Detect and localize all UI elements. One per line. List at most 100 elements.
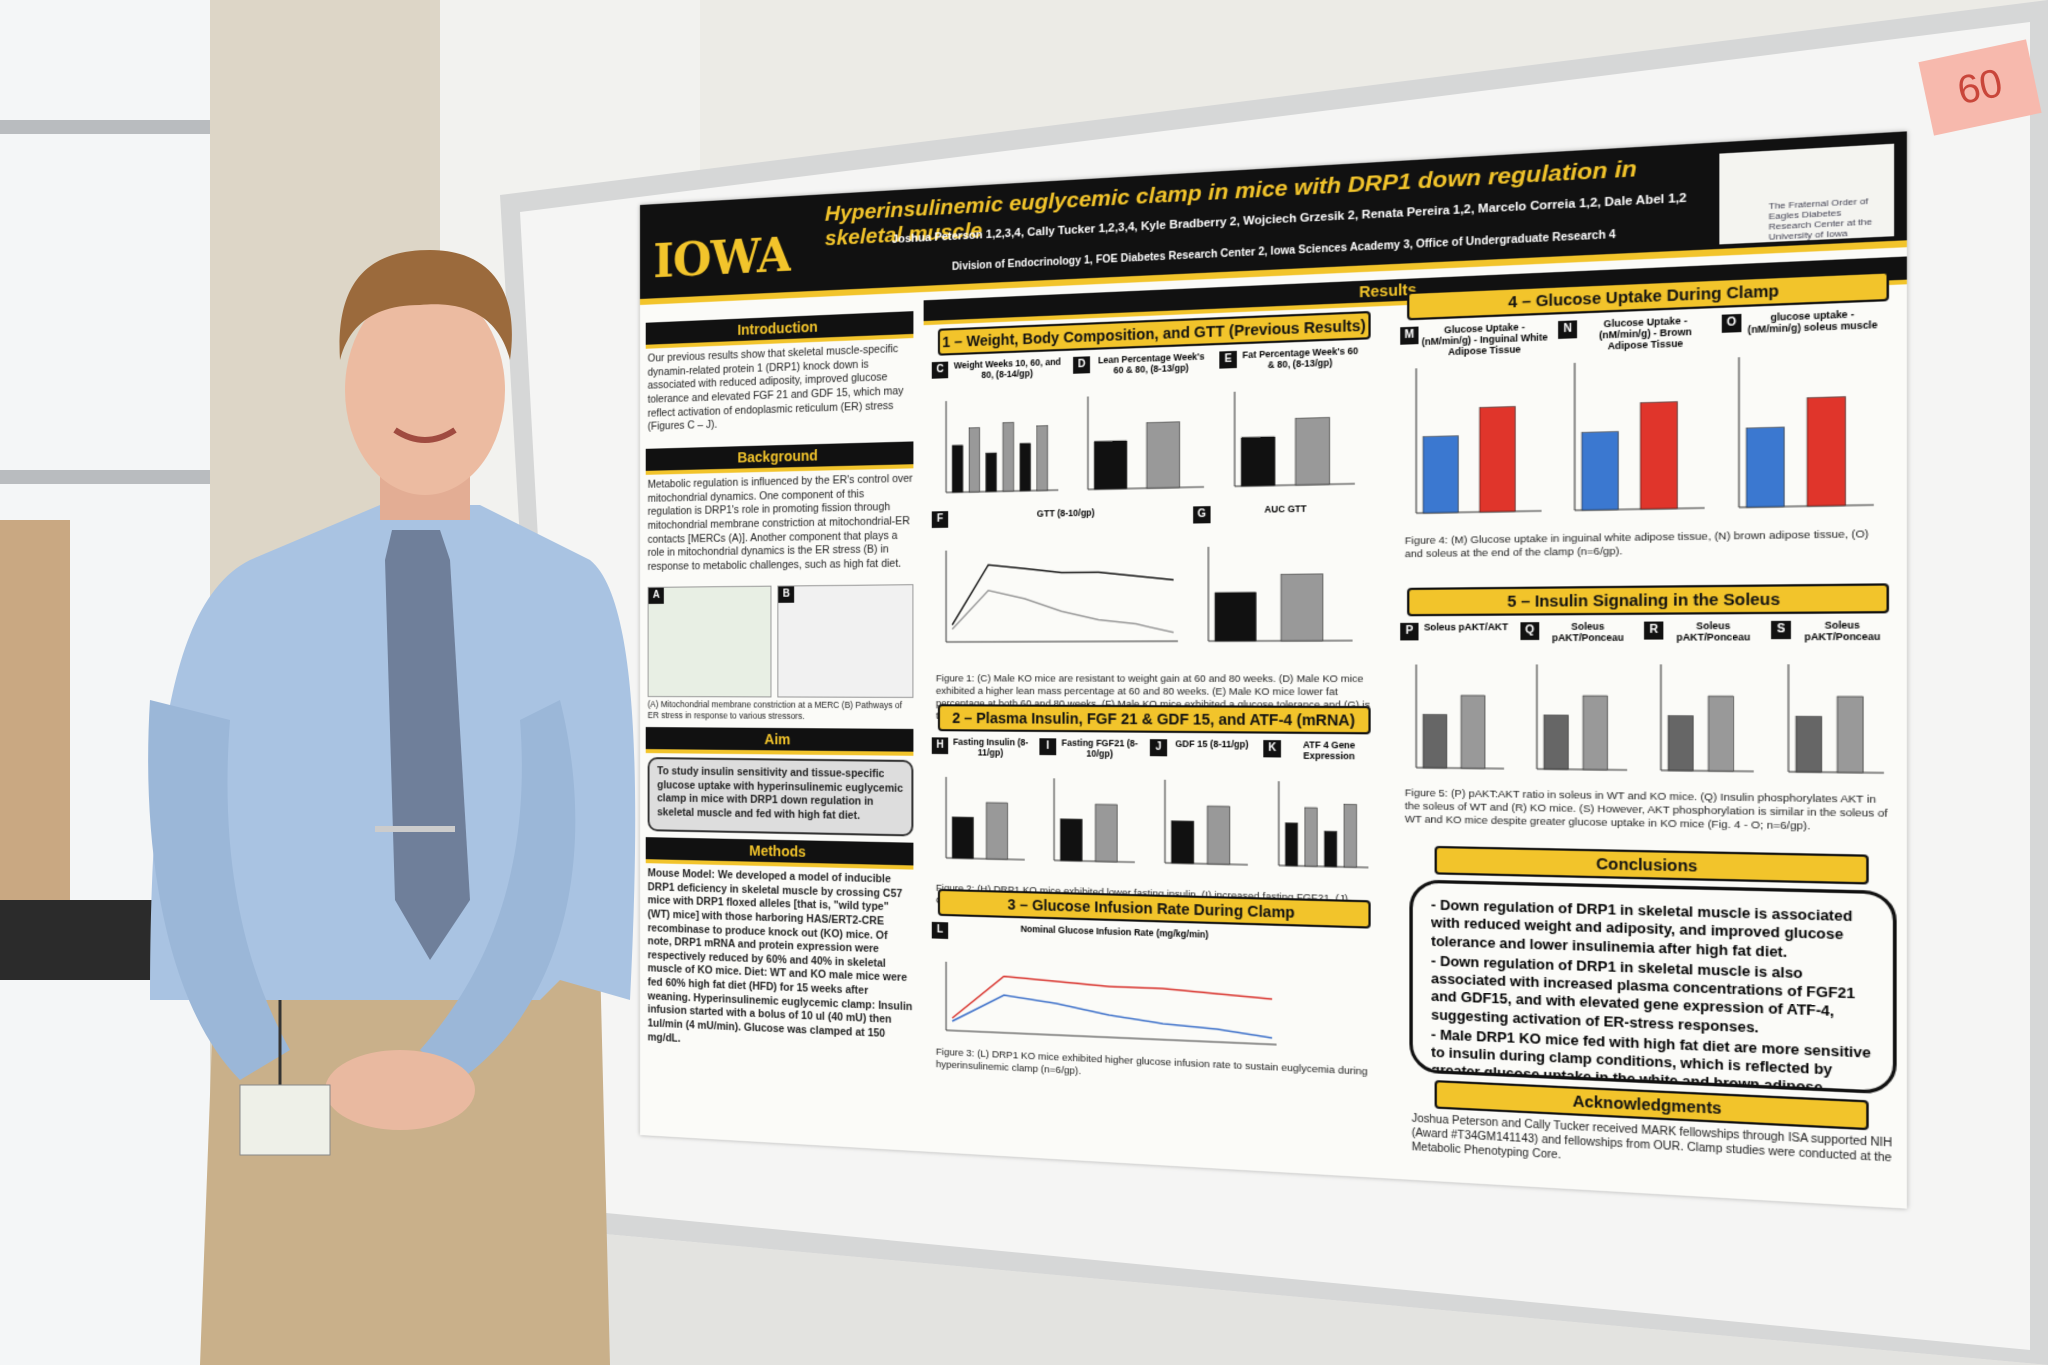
plot-bar: [1295, 417, 1329, 485]
figure: P Soleus pAKT/AKT: [1400, 622, 1511, 784]
figure-b: B: [777, 584, 913, 698]
mini-plot: [1558, 354, 1712, 527]
panel-heading: 2 – Plasma Insulin, FGF 21 & GDF 15, and…: [938, 704, 1371, 734]
figure-label: G: [1193, 506, 1210, 523]
figure-title: Fasting FGF21 (8-10/gp): [1058, 738, 1141, 759]
figure: D Lean Percentage Week's 60 & 80, (8-13/g…: [1073, 352, 1210, 505]
logo: IOWA: [653, 227, 791, 289]
figure-label: M: [1400, 327, 1418, 345]
plot-bar: [1668, 716, 1693, 771]
mini-plot: [1644, 660, 1761, 788]
panel-figures: L Nominal Glucose Infusion Rate (mg/kg/mi…: [928, 920, 1382, 1065]
plot-bar: [1215, 592, 1256, 641]
figure-caption: Figure 5: (P) pAKT:AKT ratio in soleus i…: [1405, 787, 1892, 858]
plot-axis: [946, 641, 1178, 642]
figure-title: Soleus pAKT/Ponceau: [1542, 622, 1635, 644]
figure-title: Fat Percentage Week's 60 & 80, (8-13/gp): [1239, 346, 1362, 372]
figure-label: P: [1400, 623, 1418, 641]
mini-plot: [1219, 383, 1361, 501]
plot-bar: [1807, 397, 1845, 506]
figure-label: I: [1039, 738, 1056, 755]
figure-title: Weight Weeks 10, 60, and 80, (8-14/gp): [950, 357, 1064, 382]
figure-label: F: [932, 511, 948, 528]
figure-title: Soleus pAKT/Ponceau: [1666, 621, 1761, 644]
mini-plot: [1722, 348, 1882, 524]
conclusions-box: - Down regulation of DRP1 in skeletal mu…: [1409, 879, 1896, 1094]
figure-label: D: [1073, 356, 1090, 373]
figure-title: Glucose Uptake - (nM/min/g) - Brown Adip…: [1579, 315, 1712, 353]
figure-label: S: [1771, 621, 1791, 639]
figure: N Glucose Uptake - (nM/min/g) - Brown Adi…: [1558, 315, 1712, 526]
figure: Q Soleus pAKT/Ponceau: [1520, 622, 1634, 786]
plot-bar: [1305, 808, 1317, 867]
figure-label: K: [1263, 740, 1281, 757]
plot-line: [952, 993, 1272, 1038]
figure-title: Soleus pAKT/AKT: [1421, 622, 1511, 633]
figure: H Fasting Insulin (8-11/gp): [932, 737, 1031, 874]
plot-bar: [1060, 819, 1082, 861]
hands: [325, 1050, 475, 1130]
plot-bar: [1207, 806, 1230, 864]
partner-logo: The Fraternal Order of Eagles Diabetes R…: [1719, 144, 1894, 245]
mini-plot: [932, 393, 1065, 507]
page: 60 IOWA Hyperinsulinemic euglycemic clam…: [0, 0, 2048, 1365]
poster: IOWA Hyperinsulinemic euglycemic clamp i…: [640, 131, 1907, 1208]
figure-label: Q: [1520, 622, 1539, 640]
plot-bar: [1037, 426, 1048, 491]
figure-label: L: [932, 922, 948, 939]
figure-label: H: [932, 737, 948, 754]
mini-plot: [932, 543, 1185, 657]
plot-bar: [1171, 821, 1193, 864]
figure-title: GTT (8-10/gp): [950, 507, 1184, 522]
plot-bar: [986, 802, 1007, 859]
section-heading: Methods: [646, 837, 914, 869]
plot-bar: [1095, 804, 1117, 862]
figure-title: AUC GTT: [1213, 503, 1360, 516]
plot-bar: [1582, 432, 1619, 510]
mini-plot: [1073, 388, 1210, 504]
plot-bar: [1147, 422, 1180, 488]
panel-figures: P Soleus pAKT/AKT Q Soleus pAKT/Ponceau R Sol…: [1396, 618, 1902, 792]
plot-bar: [1837, 696, 1863, 772]
figure-a: A: [648, 586, 772, 698]
plot-bar: [1020, 443, 1031, 491]
figure-label: N: [1558, 320, 1577, 339]
figure: M Glucose Uptake - (nM/min/g) - Inguinal …: [1400, 321, 1548, 528]
section-heading: Aim: [646, 727, 914, 756]
figure: R Soleus pAKT/Ponceau: [1644, 621, 1761, 787]
window-frame: [0, 120, 230, 134]
figure-title: ATF 4 Gene Expression: [1283, 740, 1375, 762]
section-text: Our previous results show that skeletal …: [648, 342, 914, 445]
figure-label: R: [1644, 622, 1663, 640]
mini-plot: [1400, 660, 1511, 784]
figure-title: Nominal Glucose Infusion Rate (mg/kg/min…: [950, 922, 1283, 943]
plot-bar: [969, 428, 980, 492]
plot-bar: [1324, 831, 1336, 866]
plot-bar: [1281, 574, 1323, 641]
mini-plot: [1193, 540, 1359, 656]
plot-bar: [1094, 441, 1127, 490]
figure: Oglucose uptake - (nM/min/g) soleus musc…: [1722, 308, 1882, 523]
panel-figures: M Glucose Uptake - (nM/min/g) - Inguinal …: [1396, 305, 1902, 533]
plot-bar: [1423, 436, 1458, 513]
figure-title: Glucose Uptake - (nM/min/g) - Inguinal W…: [1421, 321, 1549, 358]
plot-line: [952, 974, 1272, 1031]
plot-bar: [1544, 715, 1568, 769]
plot-bar: [1003, 422, 1014, 491]
window-frame: [0, 470, 230, 484]
figure: F GTT (8-10/gp): [932, 507, 1185, 657]
aim-text: To study insulin sensitivity and tissue-…: [648, 757, 914, 836]
mini-plot: [1400, 359, 1548, 528]
figure-label: E: [1219, 351, 1237, 369]
section-heading: Background: [646, 441, 914, 474]
figure: G AUC GTT: [1193, 503, 1359, 656]
plot-bar: [1640, 402, 1677, 509]
section-text: Metabolic regulation is influenced by th…: [648, 472, 914, 582]
plot-bar: [1423, 715, 1447, 768]
plot-bar: [1344, 804, 1356, 867]
mini-plot: [1150, 775, 1255, 880]
figure-title: GDF 15 (8-11/gp): [1169, 739, 1254, 750]
figure: C Weight Weeks 10, 60, and 80, (8-14/gp): [932, 357, 1065, 507]
figure-title: Fasting Insulin (8-11/gp): [950, 738, 1031, 759]
figure: L Nominal Glucose Infusion Rate (mg/kg/mi…: [932, 922, 1283, 1060]
